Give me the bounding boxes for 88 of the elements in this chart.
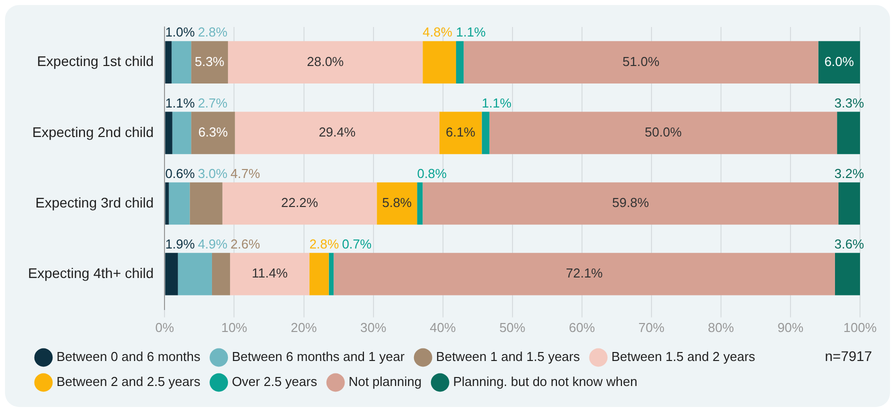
bar	[165, 41, 172, 84]
x-tick-label: 80%	[708, 320, 734, 335]
bar	[191, 112, 235, 154]
bar	[165, 252, 178, 296]
data-label: 3.3%	[834, 95, 864, 110]
data-label: 6.3%	[198, 124, 228, 140]
bar	[464, 41, 818, 84]
x-tick-label: 60%	[568, 320, 596, 335]
bar	[482, 112, 490, 154]
data-label: 1.1%	[482, 95, 512, 110]
bar	[334, 252, 835, 296]
bar	[489, 112, 838, 154]
text: n=7917	[824, 348, 872, 364]
data-label: 4.7%	[230, 166, 261, 181]
bar	[328, 252, 334, 296]
data-label: 5.3%	[194, 54, 225, 69]
bar	[422, 182, 838, 225]
bar	[417, 182, 423, 225]
data-label: 29.4%	[318, 124, 356, 140]
y-tick-label: Expecting 3rd child	[35, 194, 154, 210]
bar	[228, 41, 423, 84]
bar	[234, 112, 440, 154]
legend-label: Between 2 and 2.5 years	[56, 374, 201, 390]
data-label: 28.0%	[306, 54, 344, 69]
data-label: 2.7%	[198, 95, 228, 110]
x-tick-label: 40%	[430, 320, 456, 335]
data-label: 6.1%	[446, 124, 476, 140]
bar	[838, 182, 860, 225]
data-label: 50.0%	[644, 124, 682, 140]
data-label: 51.0%	[622, 54, 660, 69]
bar	[422, 41, 456, 84]
y-tick-label: Expecting 4th+ child	[28, 264, 154, 281]
bar	[834, 252, 860, 296]
bar	[191, 41, 228, 84]
bar	[376, 182, 418, 225]
y-tick-label: Expecting 2nd child	[32, 124, 154, 140]
bar	[837, 112, 860, 154]
legend-label: Between 6 months and 1 year	[232, 349, 406, 364]
data-label: 2.8%	[198, 24, 228, 40]
bar	[439, 112, 482, 154]
legend-label: Between 0 and 6 months	[56, 349, 201, 364]
data-label: 0.6%	[165, 166, 196, 181]
data-label: 1.0%	[165, 24, 196, 40]
data-label: 0.7%	[342, 236, 372, 252]
legend-label: Over 2.5 years	[232, 374, 318, 390]
data-label: 4.9%	[198, 236, 228, 252]
data-label: 4.8%	[422, 24, 453, 40]
data-label: 0.8%	[417, 166, 448, 181]
bar	[172, 112, 192, 154]
bar	[230, 252, 310, 296]
bar	[165, 112, 172, 154]
data-label: 1.9%	[165, 236, 196, 252]
data-label: 1.1%	[165, 95, 196, 110]
x-tick-label: 100%	[843, 320, 878, 335]
data-label: 1.1%	[456, 24, 486, 40]
x-tick-label: 70%	[638, 320, 665, 335]
bar	[222, 182, 377, 225]
data-label: 2.8%	[309, 236, 340, 252]
legend-label: Between 1.5 and 2 years	[611, 349, 756, 364]
data-label: 72.1%	[566, 266, 604, 281]
x-tick-label: 20%	[290, 320, 318, 335]
data-label: 22.2%	[281, 195, 318, 210]
bar	[190, 182, 222, 225]
bar	[178, 252, 212, 296]
data-label: 6.0%	[824, 54, 854, 69]
bar	[309, 252, 329, 296]
legend-label: Planning. but do not know when	[453, 374, 638, 390]
bar	[165, 182, 169, 225]
legend-label: Not planning	[348, 374, 422, 390]
data-label: 5.8%	[382, 195, 412, 210]
data-label: 3.0%	[198, 166, 228, 181]
bar	[456, 41, 464, 84]
x-tick-label: 50%	[499, 320, 526, 335]
x-tick-label: 30%	[360, 320, 387, 335]
data-label: 59.8%	[612, 195, 650, 210]
bar	[818, 41, 860, 84]
data-label: 3.6%	[834, 236, 864, 252]
legend-label: Between 1 and 1.5 years	[436, 349, 580, 364]
x-tick-label: 90%	[777, 320, 804, 335]
data-label: 2.6%	[230, 236, 261, 252]
data-label: 11.4%	[252, 266, 288, 281]
bar	[172, 41, 192, 84]
bar	[212, 252, 230, 296]
y-tick-label: Expecting 1st child	[36, 53, 154, 70]
x-tick-label: 10%	[221, 320, 248, 335]
data-label: 3.2%	[834, 166, 864, 181]
x-tick-label: 0%	[155, 320, 175, 335]
bar	[168, 182, 190, 225]
